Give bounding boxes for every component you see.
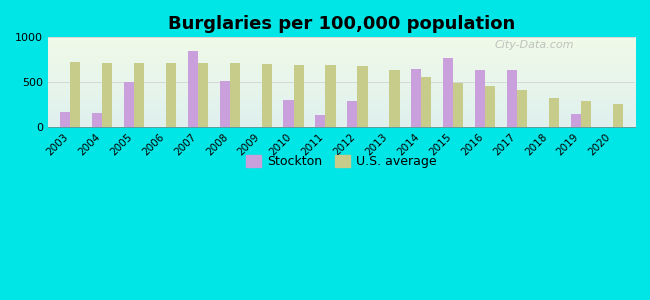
Bar (517, 90, 527, 127)
Bar (92, 113, 102, 127)
Bar (571, 114, 580, 127)
Bar (198, 63, 208, 127)
Bar (507, 70, 517, 127)
Bar (421, 77, 432, 127)
Text: City-Data.com: City-Data.com (494, 40, 573, 50)
Bar (220, 80, 229, 127)
Bar (124, 82, 134, 127)
Bar (166, 62, 176, 127)
Bar (389, 70, 400, 127)
Bar (453, 83, 463, 127)
Bar (347, 101, 358, 127)
Bar (411, 69, 421, 127)
Bar (102, 63, 112, 127)
Bar (60, 112, 70, 127)
Title: Burglaries per 100,000 population: Burglaries per 100,000 population (168, 15, 515, 33)
Bar (326, 65, 335, 127)
Bar (315, 115, 326, 127)
Bar (474, 70, 485, 127)
Bar (358, 66, 368, 127)
Bar (580, 101, 591, 127)
Bar (134, 63, 144, 127)
Bar (229, 63, 240, 127)
Bar (70, 61, 81, 127)
Bar (188, 51, 198, 127)
Bar (262, 64, 272, 127)
Bar (485, 86, 495, 127)
Bar (443, 58, 453, 127)
Bar (613, 104, 623, 127)
Bar (283, 100, 294, 127)
Bar (549, 98, 559, 127)
Legend: Stockton, U.S. average: Stockton, U.S. average (241, 150, 442, 173)
Bar (294, 65, 304, 127)
